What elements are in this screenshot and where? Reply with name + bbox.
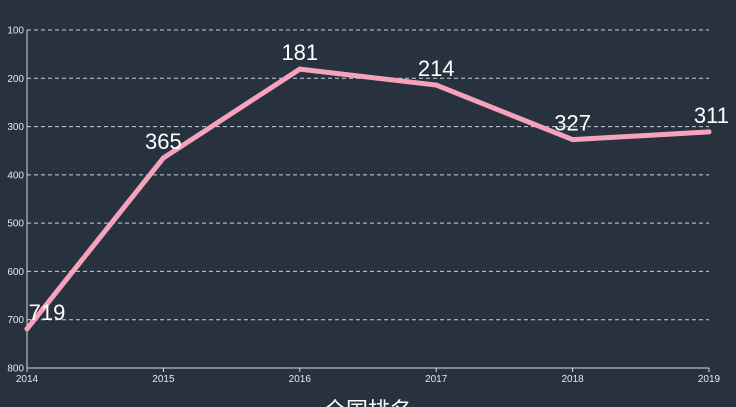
- x-tick-label: 2018: [561, 374, 584, 385]
- data-label: 365: [145, 129, 182, 154]
- y-tick-label: 500: [7, 219, 24, 230]
- x-tick-label: 2015: [152, 374, 175, 385]
- y-tick-label: 600: [7, 267, 24, 278]
- chart-title: 全国排名: [324, 399, 412, 407]
- y-tick-label: 800: [7, 364, 24, 375]
- series-layer: [24, 66, 712, 332]
- data-label: 311: [694, 103, 729, 128]
- data-point: [570, 137, 576, 143]
- data-label: 327: [554, 111, 591, 136]
- data-label: 181: [281, 40, 318, 65]
- data-point: [706, 129, 712, 135]
- y-tick-label: 100: [7, 26, 24, 37]
- y-tick-label: 400: [7, 170, 24, 181]
- y-tick-label: 200: [7, 74, 24, 85]
- x-tick-label: 2014: [16, 374, 39, 385]
- x-tick-label: 2016: [289, 374, 312, 385]
- x-tick-label: 2017: [425, 374, 448, 385]
- data-label: 719: [29, 300, 66, 325]
- data-point: [160, 155, 166, 161]
- series-line: [24, 66, 712, 332]
- y-tick-label: 300: [7, 122, 24, 133]
- label-layer: 719 365 181 214 327 311: [29, 40, 729, 325]
- data-point: [297, 66, 303, 72]
- data-point: [24, 326, 30, 332]
- y-tick-label: 700: [7, 315, 24, 326]
- data-label: 214: [418, 56, 455, 81]
- grid-layer: [27, 29, 709, 321]
- x-tick-label: 2019: [698, 374, 721, 385]
- data-point: [433, 82, 439, 88]
